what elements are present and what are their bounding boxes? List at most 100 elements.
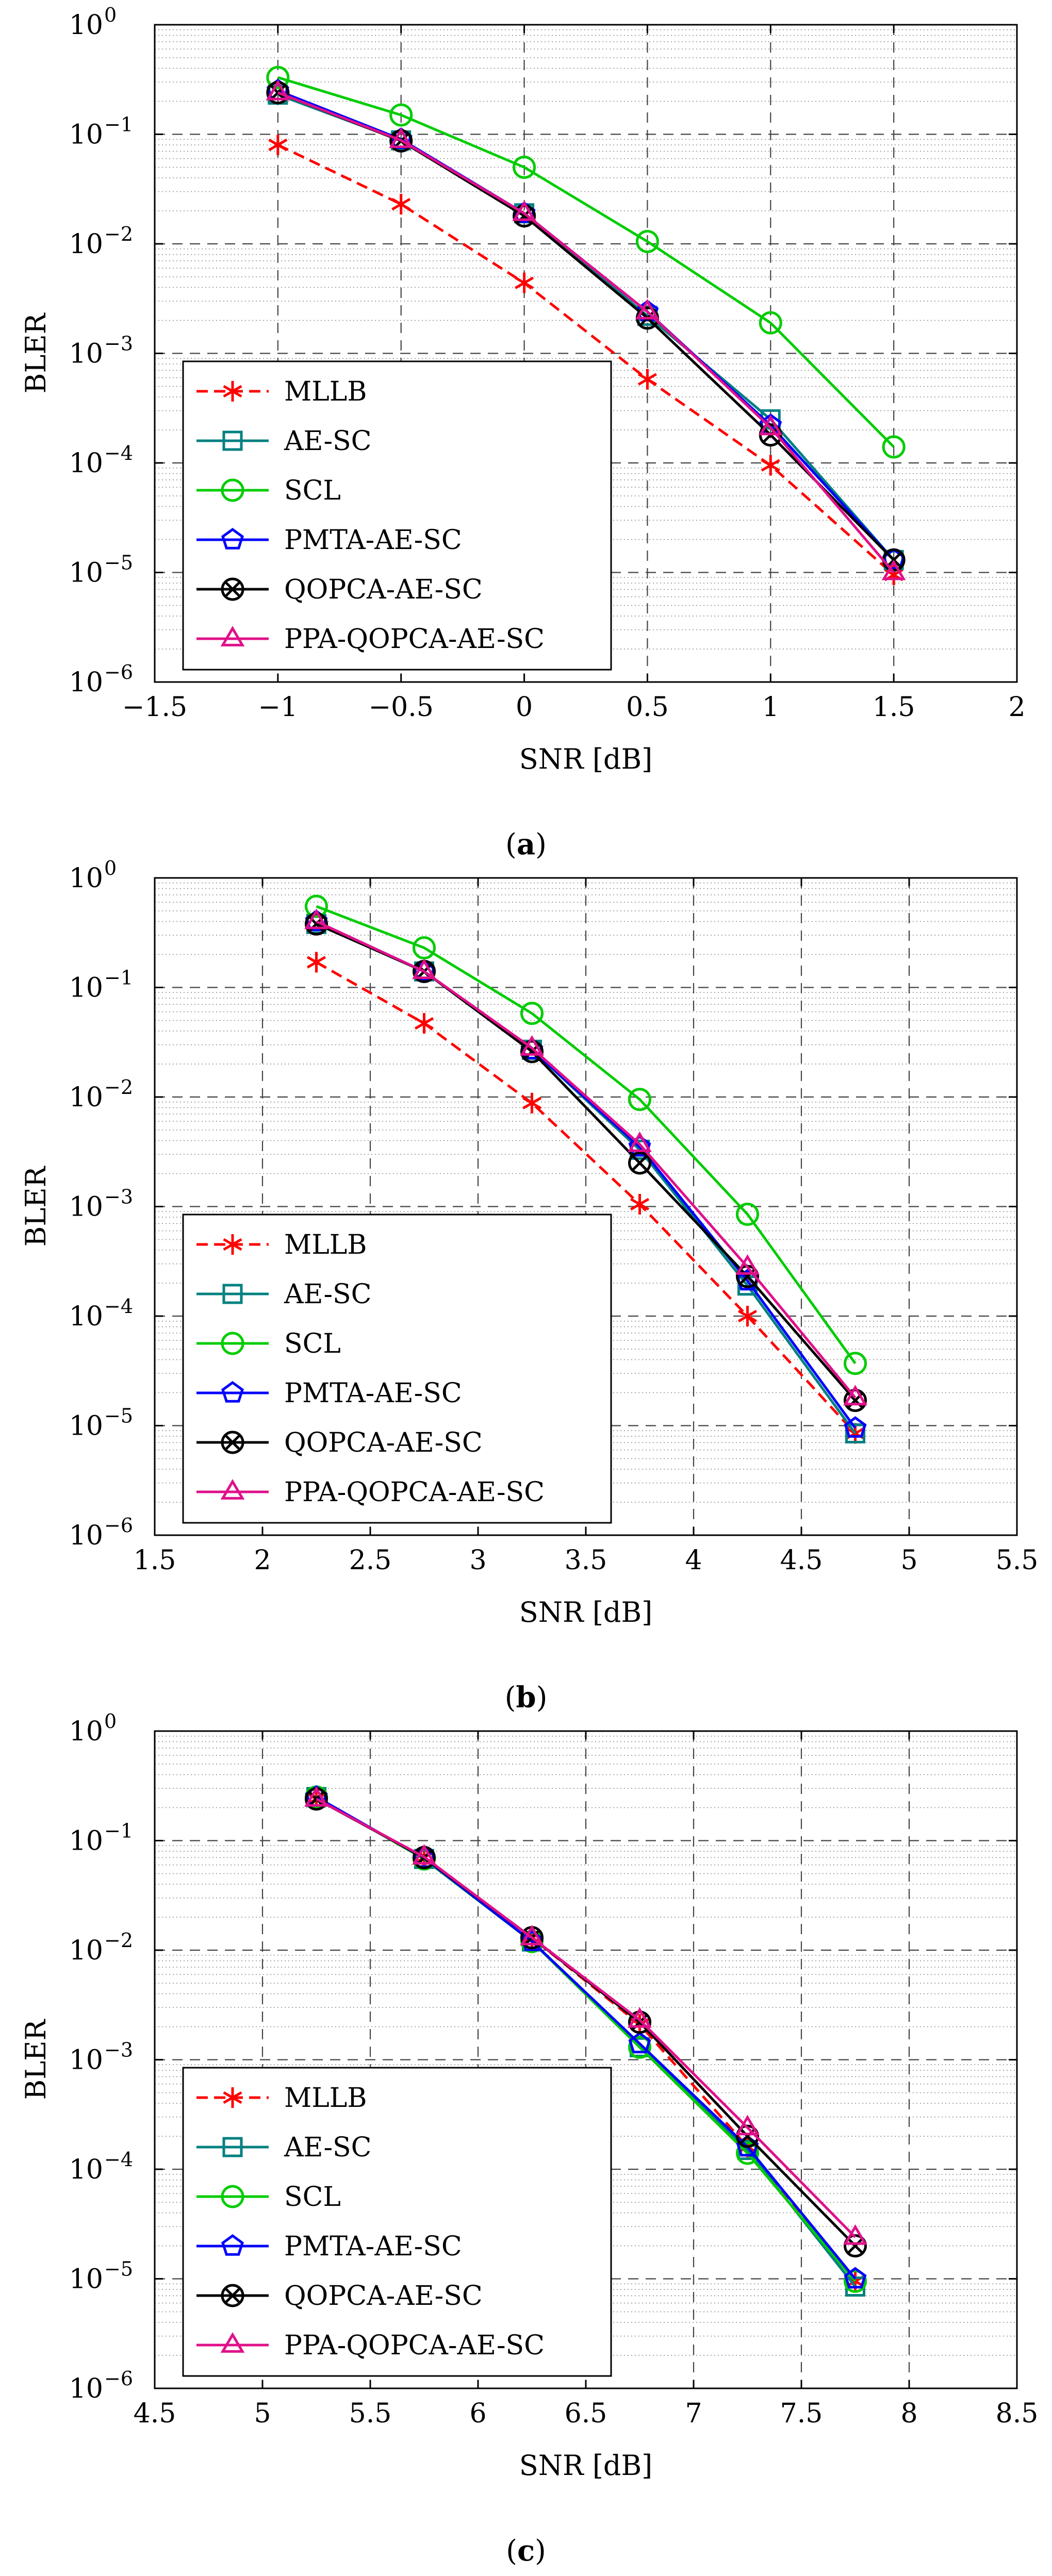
series-line bbox=[277, 91, 895, 574]
x-tick-label: 4.5 bbox=[134, 2398, 176, 2429]
x-tick-label: 7 bbox=[685, 2398, 702, 2429]
data-point bbox=[305, 894, 328, 918]
x-tick-label: 3 bbox=[469, 1545, 486, 1576]
data-point bbox=[628, 2032, 651, 2054]
y-tick-label: 10 bbox=[69, 2045, 103, 2076]
grid bbox=[155, 25, 1017, 682]
legend-marker bbox=[223, 2087, 242, 2108]
data-point bbox=[268, 135, 288, 156]
y-tick-label: 10 bbox=[69, 1935, 103, 1966]
data-point bbox=[628, 1135, 651, 1157]
y-tick-label: 10 bbox=[69, 973, 103, 1004]
series-ppa-qopca-ae-sc bbox=[304, 1786, 867, 2245]
data-point bbox=[843, 1385, 867, 1406]
legend-entry: PMTA-AE-SC bbox=[284, 2231, 462, 2262]
x-tick-label: 2.5 bbox=[349, 1545, 392, 1576]
data-point bbox=[844, 2269, 867, 2293]
data-point bbox=[306, 952, 326, 973]
legend-marker bbox=[221, 2284, 244, 2307]
data-point bbox=[759, 311, 782, 335]
data-point bbox=[520, 1002, 544, 1025]
y-tick-label: 10 bbox=[69, 1716, 103, 1747]
legend-marker bbox=[221, 478, 244, 502]
data-point bbox=[628, 1088, 651, 1111]
x-tick-label: −1.5 bbox=[122, 692, 187, 723]
legend-entry: MLLB bbox=[284, 1229, 367, 1260]
x-tick-label: 5.5 bbox=[996, 1545, 1039, 1576]
y-tick-label: 10 bbox=[69, 2373, 103, 2404]
data-point bbox=[735, 2115, 760, 2136]
y-tick-exponent: −3 bbox=[104, 333, 133, 355]
x-tick-label: 3.5 bbox=[565, 1545, 607, 1576]
legend-marker bbox=[223, 1234, 242, 1255]
data-point bbox=[266, 79, 290, 101]
data-point bbox=[736, 1202, 759, 1226]
data-point bbox=[737, 1306, 758, 1326]
y-tick-exponent: −1 bbox=[104, 967, 133, 989]
series-line bbox=[277, 76, 895, 448]
legend-entry: PPA-QOPCA-AE-SC bbox=[284, 624, 545, 655]
legend-marker bbox=[221, 527, 244, 550]
data-point bbox=[520, 1930, 544, 1951]
data-point bbox=[844, 1352, 867, 1375]
x-tick-label: 2 bbox=[1008, 692, 1025, 723]
y-tick-label: 10 bbox=[69, 448, 103, 479]
x-tick-label: 4 bbox=[685, 1545, 702, 1576]
data-point bbox=[628, 1131, 652, 1152]
legend-entry: AE-SC bbox=[284, 2132, 371, 2163]
x-tick-label: 5 bbox=[254, 2398, 271, 2429]
y-tick-label: 10 bbox=[69, 1082, 103, 1113]
y-tick-label: 10 bbox=[69, 339, 103, 370]
legend-entry: QOPCA-AE-SC bbox=[284, 574, 483, 605]
y-tick-label: 10 bbox=[69, 2264, 103, 2295]
legend-marker bbox=[221, 1332, 244, 1355]
series-line bbox=[316, 905, 857, 1365]
data-point bbox=[628, 2007, 652, 2028]
legend-marker bbox=[222, 430, 243, 451]
y-tick-label: 10 bbox=[69, 1301, 103, 1332]
legend-entry: QOPCA-AE-SC bbox=[284, 1427, 483, 1458]
panel-caption: (b) bbox=[505, 1681, 548, 1715]
legend-marker bbox=[221, 2185, 244, 2208]
y-tick-label: 10 bbox=[69, 10, 103, 41]
x-tick-label: 5.5 bbox=[349, 2398, 392, 2429]
data-point bbox=[391, 194, 411, 215]
y-axis-label: BLER bbox=[20, 312, 52, 393]
legend-marker bbox=[220, 2332, 245, 2353]
data-point bbox=[522, 1092, 542, 1114]
x-axis-label: SNR [dB] bbox=[519, 2449, 652, 2482]
legend-entry: SCL bbox=[284, 475, 341, 506]
x-axis-label: SNR [dB] bbox=[519, 1596, 652, 1628]
series-ppa-qopca-ae-sc bbox=[304, 908, 867, 1406]
y-tick-exponent: 0 bbox=[104, 4, 117, 26]
x-tick-label: 7.5 bbox=[780, 2398, 823, 2429]
data-point bbox=[520, 1035, 544, 1056]
data-point bbox=[628, 1151, 651, 1175]
legend-entry: SCL bbox=[284, 1328, 341, 1359]
data-point bbox=[630, 1193, 650, 1215]
data-point bbox=[761, 455, 780, 476]
data-point bbox=[735, 1254, 760, 1275]
y-tick-label: 10 bbox=[69, 120, 103, 151]
data-point bbox=[635, 229, 659, 253]
legend-entry: PPA-QOPCA-AE-SC bbox=[284, 1477, 545, 1508]
y-tick-exponent: −4 bbox=[104, 442, 133, 464]
y-tick-exponent: −5 bbox=[104, 1405, 133, 1427]
y-tick-exponent: −3 bbox=[104, 2039, 133, 2062]
series-scl bbox=[266, 65, 906, 459]
legend-marker bbox=[221, 1431, 244, 1454]
y-tick-exponent: −4 bbox=[104, 1295, 133, 1318]
legend: MLLB AE-SC SCL PMTA-AE-SC QOPCA-AE-SC PPA-QOP… bbox=[182, 1214, 612, 1524]
data-point bbox=[520, 1924, 544, 1946]
y-tick-exponent: −3 bbox=[104, 1186, 133, 1208]
legend-marker bbox=[221, 577, 244, 601]
y-tick-exponent: 0 bbox=[104, 857, 117, 879]
legend-entry: QOPCA-AE-SC bbox=[284, 2281, 483, 2312]
y-tick-exponent: −6 bbox=[104, 2367, 133, 2390]
y-tick-label: 10 bbox=[69, 1826, 103, 1857]
data-point bbox=[266, 65, 290, 89]
grid bbox=[155, 878, 1017, 1535]
panel-caption: (c) bbox=[506, 2534, 546, 2568]
